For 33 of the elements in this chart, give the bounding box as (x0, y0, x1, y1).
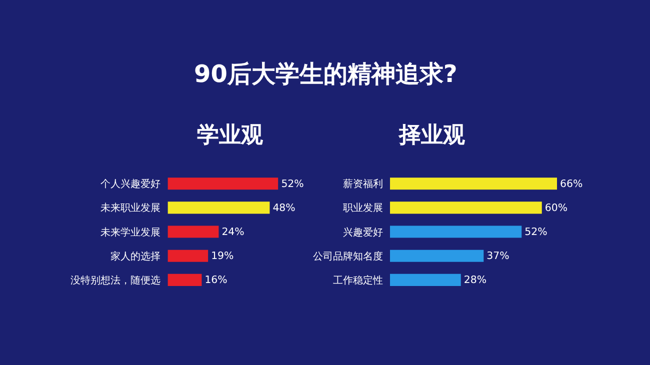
bar (168, 178, 278, 190)
y-tick-label: 个人兴趣爱好 (100, 178, 161, 190)
bar (390, 274, 461, 286)
bar (390, 250, 484, 262)
data-label: 19% (211, 251, 234, 262)
bar (168, 274, 202, 286)
y-tick-label: 没特别想法，随便选 (70, 274, 161, 286)
data-label: 16% (204, 275, 228, 286)
data-label: 24% (222, 227, 245, 238)
text: 90后大学生的精神追求? (194, 60, 458, 88)
y-tick-label: 公司品牌知名度 (313, 250, 383, 262)
y-tick-label: 家人的选择 (110, 250, 161, 262)
data-label: 48% (272, 202, 296, 214)
y-tick-label: 薪资福利 (343, 178, 383, 190)
y-tick-label: 未来学业发展 (100, 226, 161, 238)
y-tick-label: 工作稳定性 (333, 274, 383, 286)
y-tick-label: 兴趣爱好 (343, 226, 383, 238)
y-tick-label: 未来职业发展 (100, 202, 161, 214)
bar (390, 178, 558, 190)
chart-title: 学业观 (197, 123, 264, 148)
data-label: 37% (486, 251, 510, 262)
bar (168, 250, 208, 262)
data-label: 52% (524, 227, 548, 238)
bar (390, 226, 522, 238)
bar (168, 226, 219, 238)
bar (168, 202, 270, 214)
data-label: 28% (464, 275, 487, 286)
y-tick-label: 职业发展 (343, 202, 383, 214)
chart-title: 择业观 (398, 123, 466, 148)
data-label: 66% (560, 178, 584, 190)
bar (390, 202, 542, 214)
data-label: 52% (281, 178, 304, 190)
data-label: 60% (544, 202, 568, 214)
